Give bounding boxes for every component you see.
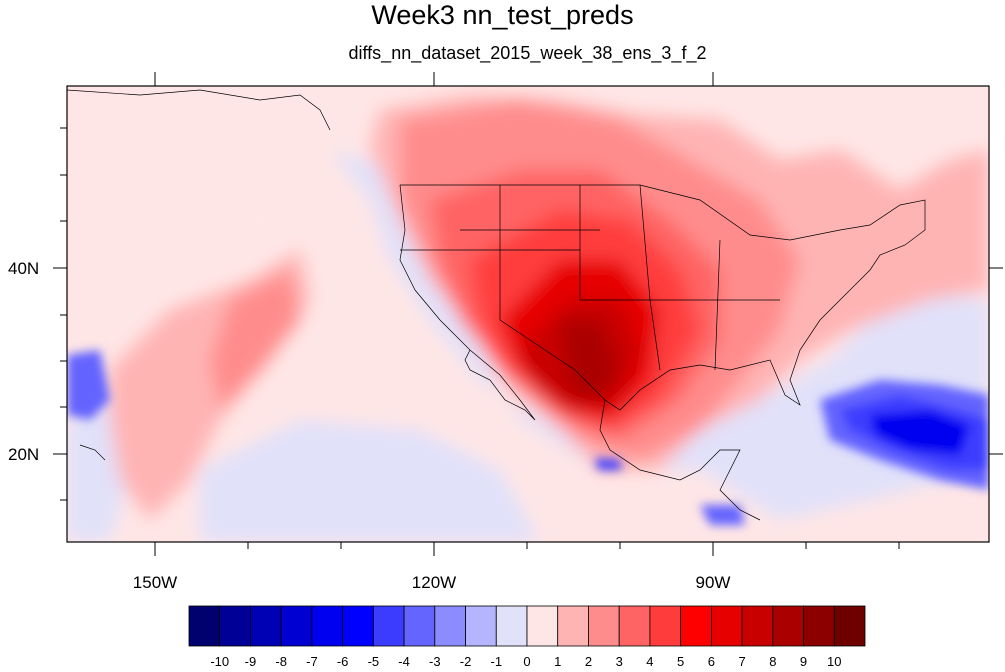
colorbar-label: -1 xyxy=(490,654,502,669)
colorbar-label: -2 xyxy=(460,654,472,669)
colorbar-label: -4 xyxy=(398,654,410,669)
colorbar-label: 10 xyxy=(827,654,841,669)
colorbar-swatch xyxy=(188,605,221,647)
colorbar-label: 1 xyxy=(554,654,561,669)
lon-label-150w: 150W xyxy=(133,573,177,592)
colorbar-label: -7 xyxy=(306,654,318,669)
colorbar-label: 0 xyxy=(523,654,530,669)
axis-ticks xyxy=(53,72,1003,556)
colorbar-label: 9 xyxy=(800,654,807,669)
map-title: Week3 nn_test_preds xyxy=(371,0,634,30)
colorbar-swatch xyxy=(649,605,682,647)
colorbar-swatch xyxy=(526,605,559,647)
colorbar-label: 8 xyxy=(769,654,776,669)
colorbar-label: -3 xyxy=(429,654,441,669)
colorbar-label: -10 xyxy=(210,654,229,669)
anomaly-field xyxy=(67,86,989,542)
colorbar-swatch xyxy=(557,605,589,647)
colorbar-swatch xyxy=(403,605,436,647)
colorbar-label: 3 xyxy=(616,654,623,669)
colorbar-swatch xyxy=(803,605,835,647)
colorbar-label: 2 xyxy=(585,654,592,669)
colorbar-swatch xyxy=(280,605,313,647)
colorbar-swatch xyxy=(465,605,497,647)
colorbar-label: -8 xyxy=(275,654,287,669)
colorbar-swatch xyxy=(680,605,712,647)
colorbar-label: -5 xyxy=(368,654,380,669)
colorbar-swatch xyxy=(772,605,804,647)
colorbar-label: -9 xyxy=(245,654,257,669)
colorbar-label: -6 xyxy=(337,654,349,669)
colorbar-swatch xyxy=(710,605,743,647)
colorbar-swatch xyxy=(588,605,620,647)
coastlines xyxy=(67,89,926,521)
colorbar-label: 6 xyxy=(708,654,715,669)
map-frame xyxy=(66,85,990,543)
colorbar-swatch xyxy=(342,605,374,647)
lat-label-40n: 40N xyxy=(8,259,39,278)
colorbar-swatch xyxy=(495,605,528,647)
lon-label-90w: 90W xyxy=(696,573,731,592)
colorbar-swatch xyxy=(741,605,774,647)
colorbar-swatch xyxy=(372,605,405,647)
colorbar-swatch xyxy=(434,605,466,647)
colorbar-label: 5 xyxy=(677,654,684,669)
colorbar-label: 4 xyxy=(646,654,653,669)
lat-label-20n: 20N xyxy=(8,445,39,464)
colorbar-swatch xyxy=(250,605,282,647)
colorbar-label: 7 xyxy=(738,654,745,669)
colorbar: -10 -9 -8 -7 -6 -5 -4 -3 -2 -1 0 1 2 3 4 5 6 7 8 9 10 xyxy=(188,605,866,669)
lon-label-120w: 120W xyxy=(412,573,456,592)
colorbar-swatch xyxy=(311,605,344,647)
colorbar-swatch xyxy=(618,605,651,647)
colorbar-swatch xyxy=(833,605,866,647)
colorbar-swatch xyxy=(219,605,251,647)
map-subtitle: diffs_nn_dataset_2015_week_38_ens_3_f_2 xyxy=(348,43,707,63)
